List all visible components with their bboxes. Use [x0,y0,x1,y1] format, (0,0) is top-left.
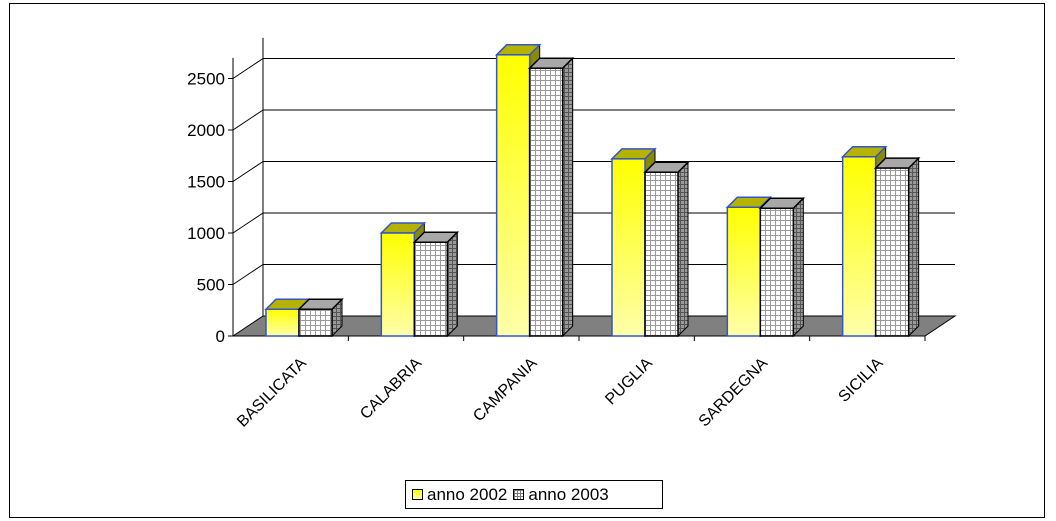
bar-anno-2002-calabria [380,232,416,337]
legend-swatch-2003 [513,489,525,500]
legend-label-2002: anno 2002 [427,484,508,504]
gridline-connector [232,58,264,79]
bar-side-anno-2003-sardegna [792,197,804,338]
legend-entry-2002: anno 2002 [412,485,507,505]
gridline-connector [232,109,264,131]
bar-side-anno-2003-campania [562,56,574,338]
y-tick-label: 1000 [187,224,225,243]
y-tick-label: 1500 [187,173,225,192]
gridline-connector [232,264,264,285]
x-tick-label-sardegna: SARDEGNA [696,355,772,431]
bar-anno-2003-calabria [413,241,449,337]
bars [264,43,921,338]
bar-anno-2002-sicilia [841,156,877,337]
bar-side-anno-2003-calabria [446,231,458,338]
x-tick-label-campania: CAMPANIA [470,355,541,426]
bar-anno-2003-sardegna [759,207,795,337]
x-tick-label-basilicata: BASILICATA [234,355,310,431]
y-tick-label: 2000 [187,121,225,140]
chart-plot: 0 500 1000 1500 2000 2500 BASILICATA CALABRIA CA… [187,37,957,431]
bar-anno-2002-sardegna [726,206,762,337]
x-tick-label-puglia: PUGLIA [602,355,656,409]
x-tick-label-calabria: CALABRIA [357,355,425,423]
gridline-connector [232,161,264,182]
bar-side-anno-2003-sicilia [908,156,920,338]
bar-anno-2003-basilicata [298,308,333,337]
legend-swatch-2002 [412,489,423,500]
y-tick-label: 2500 [187,70,225,89]
bar-anno-2003-sicilia [874,167,910,337]
legend-entry-2003: anno 2003 [513,484,609,505]
gridline-connector [232,212,264,234]
x-tick-label-sicilia: SICILIA [835,355,886,406]
bar-anno-2003-campania [528,67,564,337]
gridlines [232,37,955,316]
axes [228,57,926,341]
bar-anno-2002-puglia [611,158,646,337]
bar-anno-2003-puglia [644,171,679,337]
legend: anno 2002 anno 2003 [405,480,663,509]
bar-side-anno-2003-puglia [677,161,689,338]
legend-label-2003: anno 2003 [528,484,609,504]
bar-anno-2002-basilicata [265,308,300,337]
y-tick-label: 500 [197,276,225,295]
y-tick-label: 0 [216,327,225,346]
bar-anno-2002-campania [495,54,531,337]
